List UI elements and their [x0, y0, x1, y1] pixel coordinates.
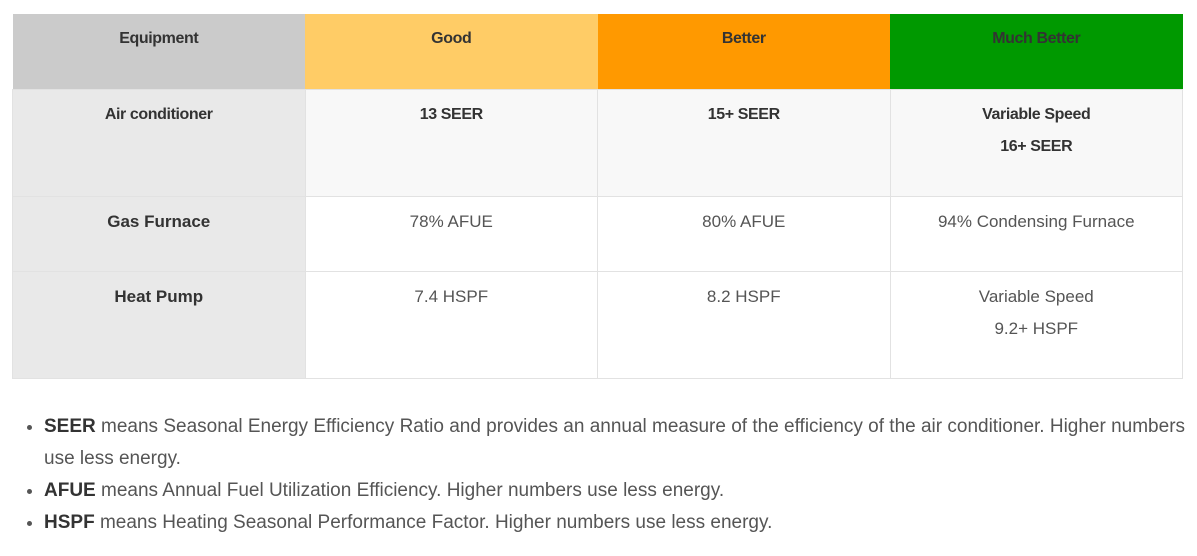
table-cell: 78% AFUE [304, 195, 598, 272]
cell-line: Air conditioner [104, 105, 213, 123]
note-term: HSPF [44, 512, 95, 533]
table-cell: Air conditioner [12, 88, 306, 197]
cell-line: 7.4 HSPF [414, 286, 489, 306]
cell-line: 9.2+ HSPF [994, 318, 1079, 338]
cell-line: 16+ SEER [1000, 137, 1073, 155]
note-text: means Annual Fuel Utilization Efficiency… [101, 480, 725, 501]
note-item: SEER means Seasonal Energy Efficiency Ra… [44, 411, 1197, 475]
note-item: AFUE means Annual Fuel Utilization Effic… [44, 475, 1197, 507]
table-cell: 7.4 HSPF [304, 270, 598, 379]
cell-line: Variable Speed [982, 105, 1091, 123]
note-text: means Seasonal Energy Efficiency Ratio a… [44, 416, 1186, 469]
cell-line: 94% Condensing Furnace [937, 211, 1135, 231]
header-row: Equipment Good Better Much Better [12, 14, 1183, 89]
table-cell: 15+ SEER [597, 88, 891, 197]
table-cell: Variable Speed 16+ SEER [889, 88, 1183, 197]
cell-line: 15+ SEER [707, 105, 780, 123]
cell-line: 8.2 HSPF [706, 286, 781, 306]
cell-line: 78% AFUE [409, 211, 493, 231]
cell-line: 80% AFUE [702, 211, 786, 231]
table-cell: 80% AFUE [597, 195, 891, 272]
table-cell: Heat Pump [12, 270, 306, 379]
table-cell: Variable Speed 9.2+ HSPF [889, 270, 1183, 379]
table-cell: 94% Condensing Furnace [889, 195, 1183, 272]
table-row: Air conditioner 13 SEER 15+ SEER Variable S… [12, 88, 1183, 197]
notes-list: SEER means Seasonal Energy Efficiency Ra… [24, 411, 1197, 539]
table-cell: 13 SEER [304, 88, 598, 197]
note-term: AFUE [44, 480, 96, 501]
cell-line: Variable Speed [978, 286, 1094, 306]
cell-line: Heat Pump [114, 286, 204, 306]
header-cell: Equipment [12, 14, 305, 89]
note-term: SEER [44, 416, 96, 437]
table-row: Heat Pump 7.4 HSPF 8.2 HSPF Variable Speed 9… [12, 270, 1183, 379]
header-cell: Better [597, 14, 890, 89]
note-text: means Heating Seasonal Performance Facto… [99, 512, 773, 533]
header-cell: Much Better [890, 14, 1183, 89]
header-cell: Good [305, 14, 598, 89]
note-item: HSPF means Heating Seasonal Performance … [44, 507, 1197, 539]
table-cell: Gas Furnace [12, 195, 306, 272]
table-cell: 8.2 HSPF [597, 270, 891, 379]
table-row: Gas Furnace 78% AFUE 80% AFUE 94% Condensin… [12, 195, 1183, 272]
cell-line: Gas Furnace [107, 211, 211, 231]
comparison-table: Equipment Good Better Much Better Air condit… [12, 14, 1183, 379]
cell-line: 13 SEER [419, 105, 483, 123]
